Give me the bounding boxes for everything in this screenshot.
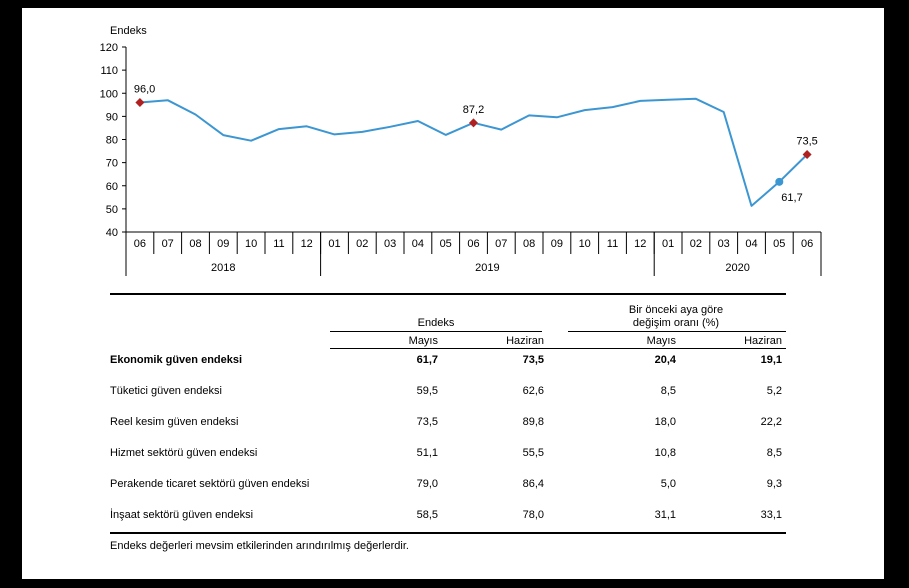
y-axis-label: Endeks — [110, 25, 147, 37]
sub-header-rule — [330, 348, 786, 349]
table-row: Perakende ticaret sektörü güven endeksi … — [110, 477, 786, 491]
y-tick-label: 80 — [106, 135, 118, 147]
x-tick-label: 08 — [523, 238, 535, 250]
data-label: 73,5 — [796, 136, 817, 148]
sub-header-row: Mayıs Haziran Mayıs Haziran — [110, 334, 786, 348]
x-tick-label: 09 — [217, 238, 229, 250]
year-label: 2020 — [725, 262, 749, 274]
cell: 89,8 — [522, 416, 544, 428]
x-tick-label: 03 — [384, 238, 396, 250]
y-tick-label: 40 — [106, 227, 118, 239]
x-tick-label: 03 — [718, 238, 730, 250]
y-tick-label: 120 — [100, 42, 118, 54]
group-header-index: Endeks — [417, 317, 455, 329]
cell: 5,0 — [660, 478, 676, 490]
cell: 5,2 — [766, 385, 782, 397]
x-tick-label: 10 — [245, 238, 257, 250]
y-tick-label: 70 — [106, 158, 118, 170]
x-tick-label: 06 — [134, 238, 146, 250]
x-tick-label: 09 — [551, 238, 563, 250]
cell: 73,5 — [522, 354, 544, 366]
data-point-marker — [775, 177, 784, 186]
cell: 9,3 — [766, 478, 782, 490]
row-label: Tüketici güven endeksi — [110, 385, 222, 397]
data-label: 96,0 — [134, 84, 155, 96]
confidence-index-line-chart: Endeks 40 50 60 70 80 90 100 110 120 06 07 08 09 10 11 1… — [100, 25, 822, 276]
cell: 19,1 — [760, 354, 782, 366]
table-row: Tüketici güven endeksi 59,5 62,6 8,5 5,2 — [110, 384, 786, 398]
sub-header-may: Mayıs — [408, 335, 438, 347]
table-footnote: Endeks değerleri mevsim etkilerinden arı… — [110, 540, 409, 552]
group-header-change-line1: Bir önceki aya göre — [628, 304, 724, 316]
x-tick-label: 06 — [467, 238, 479, 250]
x-tick-label: 10 — [579, 238, 591, 250]
cell: 62,6 — [522, 385, 544, 397]
cell: 31,1 — [654, 509, 676, 521]
x-tick-label: 07 — [495, 238, 507, 250]
row-label: Reel kesim güven endeksi — [110, 416, 239, 428]
x-tick-label: 12 — [634, 238, 646, 250]
cell: 58,5 — [416, 509, 438, 521]
sub-header-june-change: Haziran — [744, 335, 782, 347]
y-tick-label: 60 — [106, 181, 118, 193]
cell: 79,0 — [416, 478, 438, 490]
y-tick-label: 50 — [106, 204, 118, 216]
row-label: Ekonomik güven endeksi — [110, 354, 243, 366]
x-tick-label: 02 — [690, 238, 702, 250]
table-row: İnşaat sektörü güven endeksi 58,5 78,0 3… — [110, 508, 786, 522]
cell: 22,2 — [760, 416, 782, 428]
table-bottom-rule — [110, 532, 786, 534]
x-tick-label: 04 — [745, 238, 757, 250]
x-tick-label: 11 — [273, 238, 284, 250]
x-tick-label: 08 — [189, 238, 201, 250]
table-top-rule — [110, 293, 786, 295]
x-tick-label: 05 — [440, 238, 452, 250]
cell: 55,5 — [522, 447, 544, 459]
table-row: Reel kesim güven endeksi 73,5 89,8 18,0 … — [110, 415, 786, 429]
cell: 8,5 — [660, 385, 676, 397]
x-tick-label: 02 — [356, 238, 368, 250]
row-label: Perakende ticaret sektörü güven endeksi — [110, 478, 310, 490]
cell: 61,7 — [416, 354, 438, 366]
y-tick-label: 100 — [100, 88, 118, 100]
y-tick-label: 90 — [106, 111, 118, 123]
cell: 78,0 — [522, 509, 544, 521]
x-tick-label: 04 — [412, 238, 424, 250]
data-point-marker — [802, 150, 812, 160]
y-tick-label: 110 — [100, 65, 118, 77]
cell: 86,4 — [522, 478, 544, 490]
cell: 20,4 — [654, 354, 676, 366]
row-label: Hizmet sektörü güven endeksi — [110, 447, 258, 459]
x-tick-label: 01 — [662, 238, 674, 250]
cell: 59,5 — [416, 385, 438, 397]
sub-header-june: Haziran — [506, 335, 544, 347]
table-row: Hizmet sektörü güven endeksi 51,1 55,5 1… — [110, 446, 786, 460]
x-tick-label: 01 — [328, 238, 340, 250]
x-tick-label: 06 — [801, 238, 813, 250]
x-tick-label: 12 — [301, 238, 313, 250]
x-tick-label: 07 — [162, 238, 174, 250]
data-label: 87,2 — [463, 104, 484, 116]
group-rule-index — [330, 331, 542, 332]
row-label: İnşaat sektörü güven endeksi — [110, 509, 254, 521]
data-point-marker — [135, 98, 145, 107]
year-label: 2018 — [211, 262, 235, 274]
cell: 51,1 — [416, 447, 438, 459]
data-point-marker — [469, 118, 478, 128]
cell: 33,1 — [760, 509, 782, 521]
sub-header-may-change: Mayıs — [646, 335, 676, 347]
year-label: 2019 — [475, 262, 499, 274]
group-rule-change — [568, 331, 786, 332]
data-label: 61,7 — [781, 192, 802, 204]
cell: 18,0 — [654, 416, 676, 428]
x-tick-label: 11 — [607, 238, 618, 250]
cell: 73,5 — [416, 416, 438, 428]
cell: 8,5 — [766, 447, 782, 459]
cell: 10,8 — [654, 447, 676, 459]
group-header-change-line2: değişim oranı (%) — [632, 317, 720, 329]
table-row: Ekonomik güven endeksi 61,7 73,5 20,4 19… — [110, 353, 786, 367]
x-tick-label: 05 — [773, 238, 785, 250]
